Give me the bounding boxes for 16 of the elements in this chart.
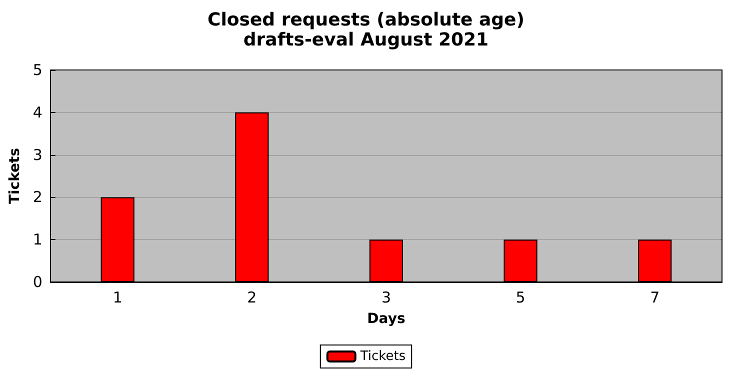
y-tick-label: 0	[32, 273, 42, 291]
x-tick-label: 7	[650, 288, 660, 306]
x-tick-label: 2	[247, 288, 257, 306]
y-tick-label: 1	[32, 230, 42, 249]
y-tick-label: 4	[32, 103, 42, 122]
legend-label: Tickets	[359, 349, 406, 364]
y-axis-title: Tickets	[7, 148, 23, 204]
chart-title: Closed requests (absolute age)	[208, 10, 524, 30]
y-tick-label: 2	[32, 188, 42, 206]
x-tick-label: 1	[112, 288, 122, 306]
y-tick-label: 5	[32, 61, 42, 79]
x-axis-title: Days	[367, 311, 406, 327]
x-tick-label: 5	[516, 288, 526, 306]
chart-subtitle: drafts-eval August 2021	[243, 30, 489, 50]
x-tick-label: 3	[381, 288, 391, 306]
y-tick-label: 3	[32, 146, 42, 164]
